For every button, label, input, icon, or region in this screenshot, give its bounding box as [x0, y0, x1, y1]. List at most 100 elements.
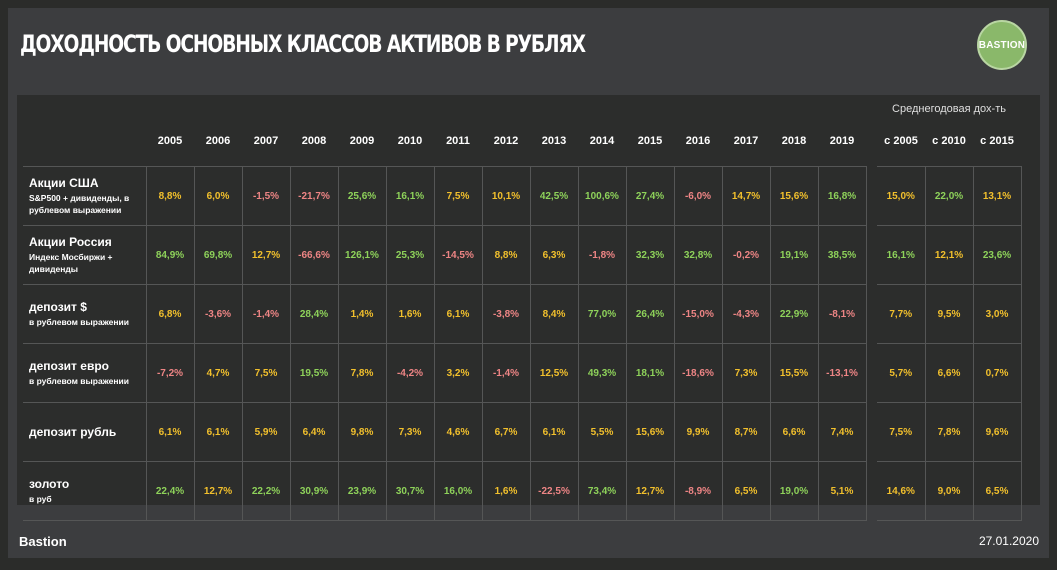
return-cell: 6,1% [194, 402, 243, 462]
return-cell: 19,5% [290, 343, 339, 403]
avg-return-cell: 9,5% [925, 284, 974, 344]
return-cell: -22,5% [530, 461, 579, 521]
return-cell: 8,8% [482, 225, 531, 285]
return-cell: 6,8% [146, 284, 195, 344]
return-cell: 73,4% [578, 461, 627, 521]
row-label: депозит рубль [23, 402, 147, 462]
return-cell: 25,3% [386, 225, 435, 285]
return-cell: -1,4% [242, 284, 291, 344]
avg-return-cell: 16,1% [877, 225, 926, 285]
avg-return-cell: 7,8% [925, 402, 974, 462]
return-cell: 8,4% [530, 284, 579, 344]
return-cell: -13,1% [818, 343, 867, 403]
column-gap [866, 226, 877, 285]
return-cell: 26,4% [626, 284, 675, 344]
column-gap [866, 285, 877, 344]
avg-return-cell: 5,7% [877, 343, 926, 403]
year-header: 2011 [434, 115, 482, 167]
bastion-logo: BASTION [977, 20, 1027, 70]
return-cell: -15,0% [674, 284, 723, 344]
year-header: 2009 [338, 115, 386, 167]
return-cell: 1,4% [338, 284, 387, 344]
return-cell: -14,5% [434, 225, 483, 285]
return-cell: -3,8% [482, 284, 531, 344]
return-cell: 126,1% [338, 225, 387, 285]
footer-brand: Bastion [19, 534, 67, 549]
return-cell: 69,8% [194, 225, 243, 285]
return-cell: 7,5% [242, 343, 291, 403]
return-cell: 6,0% [194, 166, 243, 226]
return-cell: 77,0% [578, 284, 627, 344]
avg-caption-row: Среднегодовая дох-ть [23, 95, 1021, 115]
table-row: депозит $ в рублевом выражении 6,8% -3,6% -1… [23, 284, 1022, 344]
logo-text: BASTION [978, 39, 1026, 51]
avg-return-cell: 22,0% [925, 166, 974, 226]
return-cell: 16,8% [818, 166, 867, 226]
asset-subtitle: в рублевом выражении [29, 317, 129, 327]
avg-return-cell: 23,6% [973, 225, 1022, 285]
row-label: депозит $ в рублевом выражении [23, 284, 147, 344]
return-cell: 27,4% [626, 166, 675, 226]
return-cell: 1,6% [482, 461, 531, 521]
column-gap [866, 403, 877, 462]
return-cell: 9,8% [338, 402, 387, 462]
return-cell: 15,5% [770, 343, 819, 403]
year-header: 2014 [578, 115, 626, 167]
return-cell: -0,2% [722, 225, 771, 285]
return-cell: 32,3% [626, 225, 675, 285]
return-cell: 9,9% [674, 402, 723, 462]
asset-subtitle: в рублевом выражении [29, 376, 129, 386]
year-header: 2008 [290, 115, 338, 167]
year-header: 2012 [482, 115, 530, 167]
return-cell: 38,5% [818, 225, 867, 285]
return-cell: -8,9% [674, 461, 723, 521]
return-cell: 3,2% [434, 343, 483, 403]
return-cell: 1,6% [386, 284, 435, 344]
return-cell: 14,7% [722, 166, 771, 226]
avg-return-cell: 6,6% [925, 343, 974, 403]
returns-table-panel: Среднегодовая дох-ть 2005 2006 2007 2008 2009… [17, 95, 1040, 521]
return-cell: -4,2% [386, 343, 435, 403]
return-cell: -1,8% [578, 225, 627, 285]
return-cell: 6,4% [290, 402, 339, 462]
table-row: Акции США S&P500 + дивиденды, в рублевом … [23, 166, 1022, 226]
year-header: 2018 [770, 115, 818, 167]
avg-return-cell: 9,6% [973, 402, 1022, 462]
return-cell: 12,7% [194, 461, 243, 521]
column-gap [866, 115, 877, 167]
column-gap [866, 344, 877, 403]
return-cell: -8,1% [818, 284, 867, 344]
return-cell: 10,1% [482, 166, 531, 226]
asset-name: Акции США [29, 176, 99, 190]
avg-header: с 2015 [973, 115, 1021, 167]
year-header: 2007 [242, 115, 290, 167]
table-row: Акции Россия Индекс Мосбиржи + дивиденды 8… [23, 225, 1022, 285]
return-cell: 8,7% [722, 402, 771, 462]
row-label: депозит евро в рублевом выражении [23, 343, 147, 403]
return-cell: 6,6% [770, 402, 819, 462]
avg-return-cell: 12,1% [925, 225, 974, 285]
return-cell: -21,7% [290, 166, 339, 226]
year-header: 2006 [194, 115, 242, 167]
return-cell: 19,0% [770, 461, 819, 521]
return-cell: 30,7% [386, 461, 435, 521]
return-cell: 4,7% [194, 343, 243, 403]
column-gap [866, 462, 877, 521]
asset-name: депозит $ [29, 300, 87, 314]
return-cell: 7,4% [818, 402, 867, 462]
return-cell: -6,0% [674, 166, 723, 226]
return-cell: 19,1% [770, 225, 819, 285]
return-cell: 25,6% [338, 166, 387, 226]
header-row: 2005 2006 2007 2008 2009 2010 2011 2012 2013 2014… [23, 115, 1021, 167]
asset-name: Акции Россия [29, 235, 112, 249]
year-header: 2017 [722, 115, 770, 167]
avg-return-cell: 3,0% [973, 284, 1022, 344]
return-cell: 5,9% [242, 402, 291, 462]
avg-return-cell: 9,0% [925, 461, 974, 521]
asset-subtitle: S&P500 + дивиденды, в рублевом выражении [29, 193, 130, 215]
year-header: 2010 [386, 115, 434, 167]
return-cell: 49,3% [578, 343, 627, 403]
asset-subtitle: Индекс Мосбиржи + дивиденды [29, 252, 113, 274]
page-title: ДОХОДНОСТЬ ОСНОВНЫХ КЛАССОВ АКТИВОВ В РУ… [20, 30, 586, 58]
return-cell: 18,1% [626, 343, 675, 403]
